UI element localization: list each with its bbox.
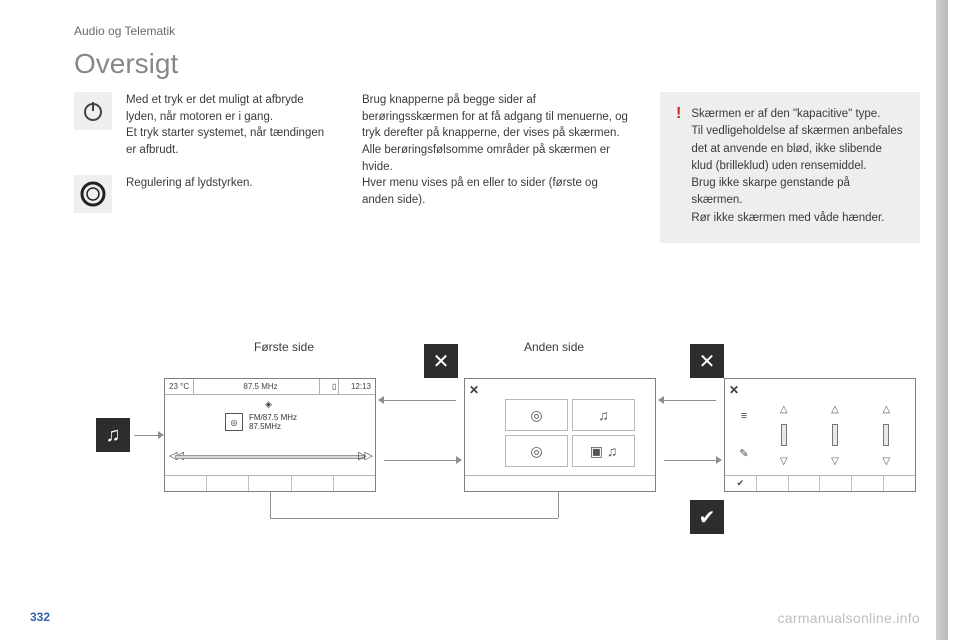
music-small-icon: ♫	[607, 443, 618, 459]
arrow-right-icon	[664, 460, 716, 461]
connector-arrow-up	[558, 492, 559, 518]
content-columns: Med et tryk er det muligt at afbryde lyd…	[74, 92, 920, 243]
temp-readout: 23 °C	[165, 382, 193, 391]
volume-text: Regulering af lydstyrken.	[126, 175, 253, 213]
battery-icon: ▯	[328, 382, 338, 391]
station-info: ◎ FM/87.5 MHz 87.5MHz	[225, 413, 297, 431]
contact-icon: ▣	[590, 443, 603, 460]
power-icon	[74, 92, 112, 130]
tick-small-icon: ✔	[725, 476, 757, 491]
station-line1: FM/87.5 MHz	[249, 413, 297, 422]
screen3-body: ≡ ✎ △ △ △ ▽ ▽ ▽	[729, 397, 911, 473]
up-icon: △	[759, 397, 808, 421]
slider-bar	[759, 423, 808, 447]
up-icon: △	[862, 397, 911, 421]
station-line2: 87.5MHz	[249, 422, 297, 431]
screen3-bottom-bar: ✔	[725, 475, 915, 491]
time-readout: 12:13	[347, 382, 375, 391]
section-header: Audio og Telematik	[74, 24, 920, 38]
close-icon: ✕	[690, 344, 724, 378]
edit-icon: ✎	[739, 447, 748, 460]
radio-icon: ◎	[225, 413, 243, 431]
confirm-icon: ✔	[690, 500, 724, 534]
antenna-icon: ◈	[265, 399, 272, 410]
connector-line	[270, 492, 271, 518]
menu-item: ◎	[505, 435, 568, 467]
page-title: Oversigt	[74, 48, 920, 80]
arrow-right-icon	[384, 460, 456, 461]
second-page-label: Anden side	[524, 340, 584, 354]
page: Audio og Telematik Oversigt Med et tryk …	[0, 0, 960, 640]
diagram: Første side Anden side ♫ ✕ ✕ ✔ 23 °C	[74, 340, 910, 570]
close-glyph: ✕	[433, 349, 450, 374]
connector-line	[270, 518, 558, 519]
station-text: FM/87.5 MHz 87.5MHz	[249, 413, 297, 431]
screen3-left-icons: ≡ ✎	[729, 397, 759, 473]
music-icon: ♫	[96, 418, 130, 452]
music-glyph: ♫	[106, 424, 121, 447]
menu-grid: ◎ ♫ ◎ ▣ ♫	[505, 399, 635, 467]
progress-bar	[175, 455, 365, 459]
volume-dial-icon	[74, 175, 112, 213]
screen-settings: ✕ ≡ ✎ △ △ △ ▽ ▽ ▽ ✔	[724, 378, 916, 492]
down-icon: ▽	[862, 449, 911, 473]
up-icon: △	[810, 397, 859, 421]
screen2-bottom-bar	[465, 475, 655, 491]
down-icon: ▽	[810, 449, 859, 473]
arrow-left-icon	[384, 400, 456, 401]
power-text: Med et tryk er det muligt at afbryde lyd…	[126, 92, 334, 159]
slider-bar	[810, 423, 859, 447]
power-control: Med et tryk er det muligt at afbryde lyd…	[74, 92, 334, 159]
screen1-bottom-bar	[165, 475, 375, 491]
forward-icon: ▷▷	[358, 449, 371, 462]
arrow-left-icon	[664, 400, 716, 401]
list-icon: ≡	[741, 410, 747, 422]
frequency-readout: 87.5 MHz	[202, 382, 319, 391]
info-box: ! Skærmen er af den "kapacitive" type. T…	[660, 92, 920, 243]
screen-second-page: ✕ ◎ ♫ ◎ ▣ ♫	[464, 378, 656, 492]
description-column: Brug knapperne på begge sider af berørin…	[362, 92, 632, 209]
first-page-label: Første side	[254, 340, 314, 354]
arrow-right-icon	[134, 435, 158, 436]
warning-icon: !	[676, 106, 681, 227]
close-icon: ✕	[729, 383, 739, 397]
slider-bar	[862, 423, 911, 447]
menu-item: ▣ ♫	[572, 435, 635, 467]
tick-glyph: ✔	[699, 505, 716, 530]
close-glyph: ✕	[699, 349, 716, 374]
info-column: ! Skærmen er af den "kapacitive" type. T…	[660, 92, 920, 243]
screen-first-page: 23 °C 87.5 MHz ▯ 12:13 ◈ ◎ FM/87.5 MHz 8…	[164, 378, 376, 492]
watermark: carmanualsonline.info	[778, 610, 921, 626]
menu-item: ◎	[505, 399, 568, 431]
volume-control: Regulering af lydstyrken.	[74, 175, 334, 213]
description-text: Brug knapperne på begge sider af berørin…	[362, 92, 632, 209]
menu-item: ♫	[572, 399, 635, 431]
page-number: 332	[30, 610, 50, 624]
page-edge	[936, 0, 948, 640]
info-text: Skærmen er af den "kapacitive" type. Til…	[691, 106, 904, 227]
close-icon: ✕	[469, 383, 479, 397]
status-bar: 23 °C 87.5 MHz ▯ 12:13	[165, 379, 375, 395]
close-icon: ✕	[424, 344, 458, 378]
down-icon: ▽	[759, 449, 808, 473]
controls-column: Med et tryk er det muligt at afbryde lyd…	[74, 92, 334, 229]
screen1-body: ◈ ◎ FM/87.5 MHz 87.5MHz ◁◁ ▷▷	[165, 395, 375, 475]
equalizer-grid: △ △ △ ▽ ▽ ▽	[759, 397, 911, 473]
